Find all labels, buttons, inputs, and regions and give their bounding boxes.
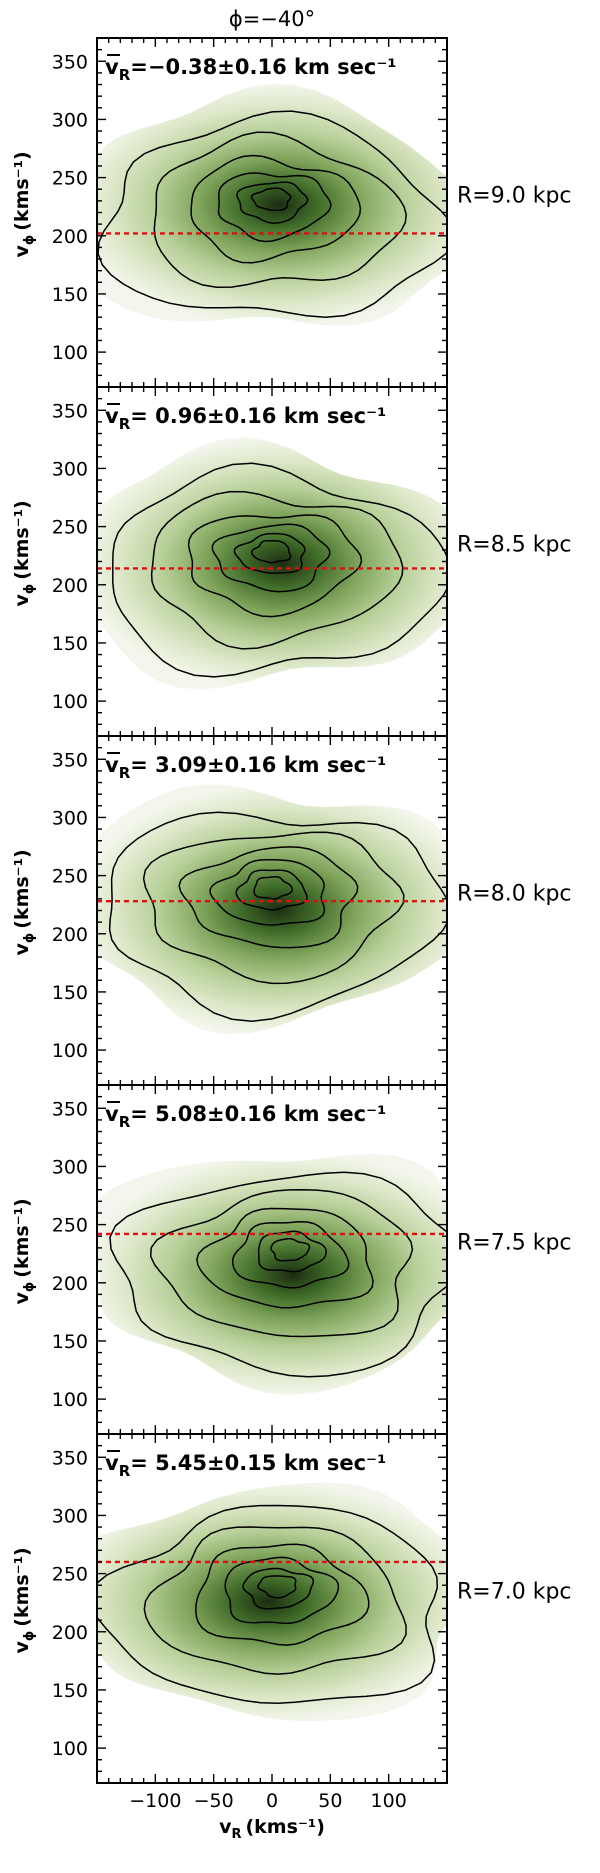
y-tick-label: 350 bbox=[52, 51, 88, 73]
density-contour bbox=[143, 1526, 407, 1675]
y-tick-label: 250 bbox=[52, 1215, 88, 1237]
density-contour bbox=[231, 1220, 350, 1289]
y-tick-label: 250 bbox=[52, 866, 88, 888]
density-contour bbox=[150, 490, 404, 650]
mean-vr-annotation: vR=−0.38±0.16 km sec⁻¹ bbox=[105, 55, 397, 84]
y-axis-label: vϕ(kms⁻¹) bbox=[11, 1198, 37, 1304]
density-contour bbox=[236, 181, 309, 224]
y-tick-label: 200 bbox=[52, 1622, 88, 1644]
mean-vr-annotation: vR= 5.08±0.16 km sec⁻¹ bbox=[105, 1102, 386, 1131]
density-shading bbox=[97, 83, 447, 326]
density-contour bbox=[257, 1230, 327, 1273]
density-contour bbox=[251, 539, 292, 564]
y-axis-label: vϕ(kms⁻¹) bbox=[11, 1547, 37, 1653]
density-contour bbox=[142, 831, 405, 985]
y-tick-label: 100 bbox=[52, 1040, 88, 1062]
density-plot bbox=[97, 1482, 447, 1721]
x-tick-label: 50 bbox=[318, 1790, 342, 1812]
y-tick-label: 250 bbox=[52, 168, 88, 190]
y-tick-label: 100 bbox=[52, 1389, 88, 1411]
mean-vr-annotation: vR= 0.96±0.16 km sec⁻¹ bbox=[105, 404, 386, 433]
panel-3: 100 150 200 250 300 350 vϕ(kms⁻¹) vR= 3.09±0.16… bbox=[11, 735, 572, 1086]
y-tick-label: 200 bbox=[52, 924, 88, 946]
x-tick-label: −50 bbox=[194, 1790, 234, 1812]
density-contour bbox=[149, 1188, 414, 1338]
y-tick-label: 150 bbox=[52, 284, 88, 306]
density-plot bbox=[97, 784, 447, 1035]
x-axis-label: vR (kms⁻¹) bbox=[219, 1816, 325, 1842]
panel-5: 100 150 200 250 300 350 vϕ(kms⁻¹) vR= 5.45±0.15… bbox=[11, 1433, 572, 1842]
panel-2: 100 150 200 250 300 350 vϕ(kms⁻¹) vR= 0.96±0.16… bbox=[11, 386, 572, 737]
y-tick-label: 300 bbox=[52, 807, 88, 829]
y-tick-label: 100 bbox=[52, 691, 88, 713]
density-contour bbox=[217, 172, 332, 243]
panel-1: 100 150 200 250 300 350 vϕ(kms⁻¹) vR=−0.38±0.16… bbox=[11, 37, 572, 388]
density-contour bbox=[253, 875, 293, 900]
density-contour bbox=[233, 532, 306, 574]
y-tick-label: 350 bbox=[52, 1098, 88, 1120]
y-tick-label: 250 bbox=[52, 1564, 88, 1586]
y-tick-label: 100 bbox=[52, 1738, 88, 1760]
density-contour bbox=[250, 187, 292, 211]
density-shading bbox=[97, 437, 447, 690]
y-tick-label: 200 bbox=[52, 1273, 88, 1295]
density-contour bbox=[209, 858, 326, 926]
radius-label: R=9.0 kpc bbox=[457, 184, 572, 209]
y-axis-label: vϕ(kms⁻¹) bbox=[11, 849, 37, 955]
density-plot bbox=[97, 1153, 447, 1395]
panel-4: 100 150 200 250 300 350 vϕ(kms⁻¹) vR= 5.08±0.16… bbox=[11, 1084, 572, 1435]
y-tick-label: 150 bbox=[52, 1331, 88, 1353]
y-tick-label: 100 bbox=[52, 342, 88, 364]
density-contour bbox=[270, 1237, 311, 1262]
density-contour bbox=[112, 462, 447, 678]
x-tick-label: −100 bbox=[129, 1790, 181, 1812]
density-contour bbox=[97, 1504, 439, 1705]
y-tick-label: 150 bbox=[52, 633, 88, 655]
density-contour bbox=[109, 1171, 447, 1378]
mean-vr-annotation: vR= 3.09±0.16 km sec⁻¹ bbox=[105, 753, 386, 782]
density-plot bbox=[97, 437, 447, 690]
figure-title: ϕ=−40° bbox=[229, 7, 315, 31]
y-tick-label: 350 bbox=[52, 1447, 88, 1469]
y-tick-label: 350 bbox=[52, 749, 88, 771]
radius-label: R=7.5 kpc bbox=[457, 1231, 572, 1256]
density-contour bbox=[224, 1556, 340, 1624]
y-axis-label: vϕ(kms⁻¹) bbox=[11, 151, 37, 257]
density-plot bbox=[97, 83, 447, 326]
radius-label: R=8.5 kpc bbox=[457, 533, 572, 558]
density-contour bbox=[196, 1207, 374, 1309]
y-tick-label: 150 bbox=[52, 982, 88, 1004]
density-contour bbox=[211, 523, 331, 593]
y-tick-label: 250 bbox=[52, 517, 88, 539]
y-tick-label: 200 bbox=[52, 575, 88, 597]
density-contour bbox=[242, 1567, 315, 1610]
x-tick-label: 100 bbox=[371, 1790, 407, 1812]
density-contour bbox=[97, 110, 447, 318]
density-contour bbox=[190, 154, 362, 264]
density-contour bbox=[235, 869, 308, 911]
density-contour bbox=[108, 811, 447, 1022]
y-tick-label: 300 bbox=[52, 1156, 88, 1178]
y-tick-label: 150 bbox=[52, 1680, 88, 1702]
density-contour bbox=[257, 1575, 297, 1599]
density-shading bbox=[97, 1482, 447, 1721]
y-tick-label: 300 bbox=[52, 1505, 88, 1527]
radius-label: R=7.0 kpc bbox=[457, 1580, 572, 1605]
y-tick-label: 300 bbox=[52, 109, 88, 131]
y-tick-label: 200 bbox=[52, 226, 88, 248]
density-contour bbox=[195, 1543, 370, 1646]
density-shading bbox=[97, 1153, 447, 1395]
density-contour bbox=[187, 514, 363, 618]
density-contour bbox=[153, 131, 407, 289]
y-axis-label: vϕ(kms⁻¹) bbox=[11, 500, 37, 606]
y-tick-label: 350 bbox=[52, 400, 88, 422]
y-tick-label: 300 bbox=[52, 458, 88, 480]
radius-label: R=8.0 kpc bbox=[457, 882, 572, 907]
density-contour bbox=[178, 846, 359, 949]
x-tick-label: 0 bbox=[266, 1790, 278, 1812]
mean-vr-annotation: vR= 5.45±0.15 km sec⁻¹ bbox=[105, 1451, 386, 1480]
